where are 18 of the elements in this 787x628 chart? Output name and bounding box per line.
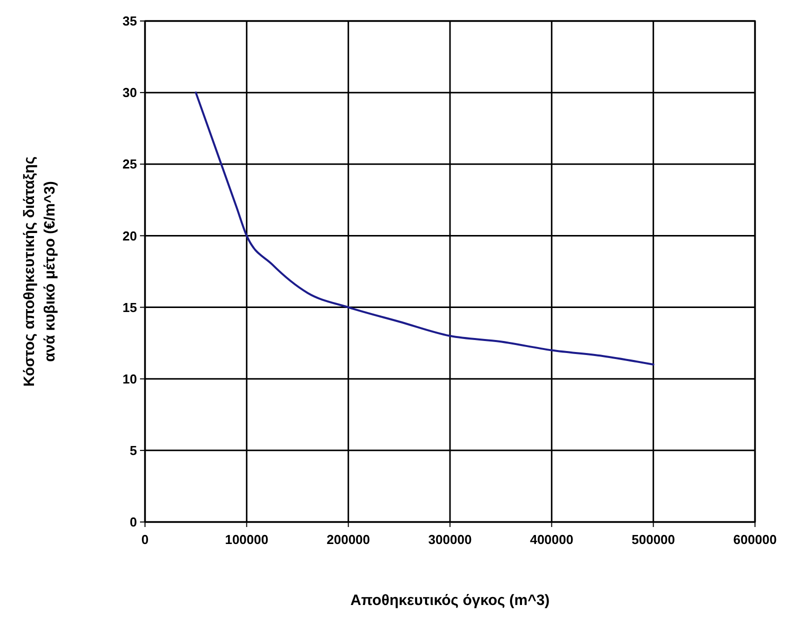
x-tick-label: 300000 [428, 532, 472, 547]
x-tick-label: 0 [141, 532, 149, 547]
y-tick-label: 30 [122, 85, 137, 100]
x-tick-label: 400000 [530, 532, 574, 547]
line-series [194, 92, 654, 366]
y-tick-label: 35 [122, 14, 137, 29]
y-tick-label: 10 [122, 371, 137, 386]
y-tick-label: 25 [122, 156, 137, 172]
x-tick-label: 200000 [326, 532, 370, 547]
y-axis-title: Κόστος αποθηκευτικής διάταξης ανά κυβικό μέτρο (€/m^3) [21, 156, 58, 387]
x-tick-label: 500000 [632, 532, 676, 547]
x-tick-label: 100000 [224, 532, 268, 547]
x-tick-label: 600000 [733, 532, 777, 547]
y-tick-label: 0 [130, 514, 137, 530]
x-axis-title: Αποθηκευτικός όγκος (m^3) [350, 592, 550, 609]
y-tick-label: 20 [122, 228, 137, 244]
y-tick-label: 15 [122, 300, 137, 315]
y-tick-label: 5 [130, 442, 137, 458]
